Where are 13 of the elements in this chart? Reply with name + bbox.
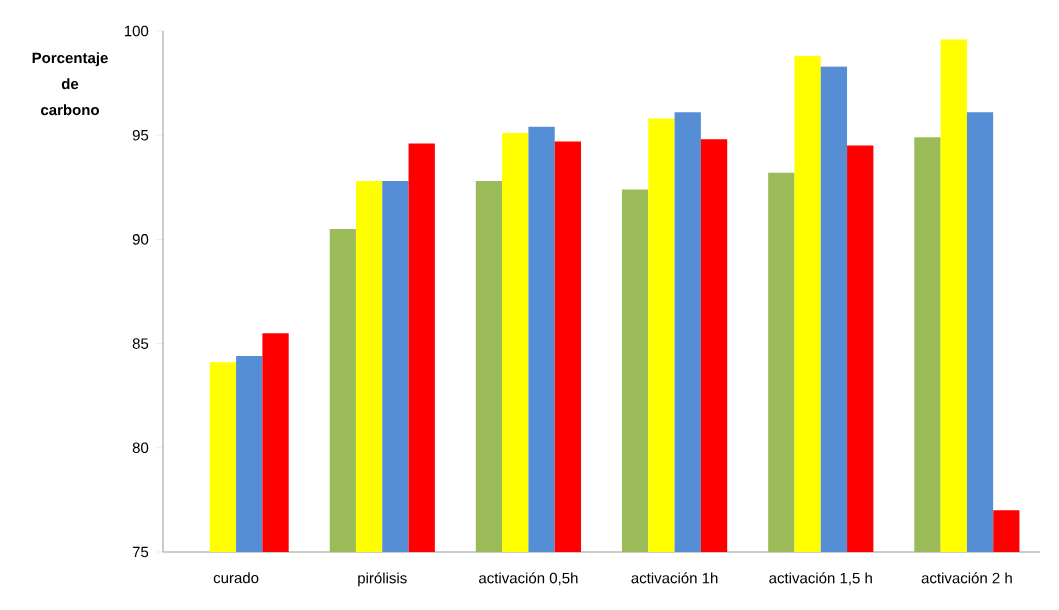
y-tick-label: 95 [132,129,149,141]
x-tick-label: activación 1,5 h [769,572,872,586]
y-tick-label: 85 [132,338,149,349]
y-tick-label: 90 [132,234,149,245]
x-tick-label: pirólisis [358,572,407,587]
x-tick-label: curado [213,572,259,584]
x-tick-label: activación 0,5h [479,572,578,586]
x-tick-label: activación 2 h [921,572,1012,584]
y-axis-title: Porcentaje de carbono [32,52,108,116]
y-tick-label: 75 [132,546,149,558]
x-tick-label: activación 1h [631,572,718,584]
y-tick-label: 80 [132,442,149,454]
y-tick-label: 100 [124,25,149,37]
